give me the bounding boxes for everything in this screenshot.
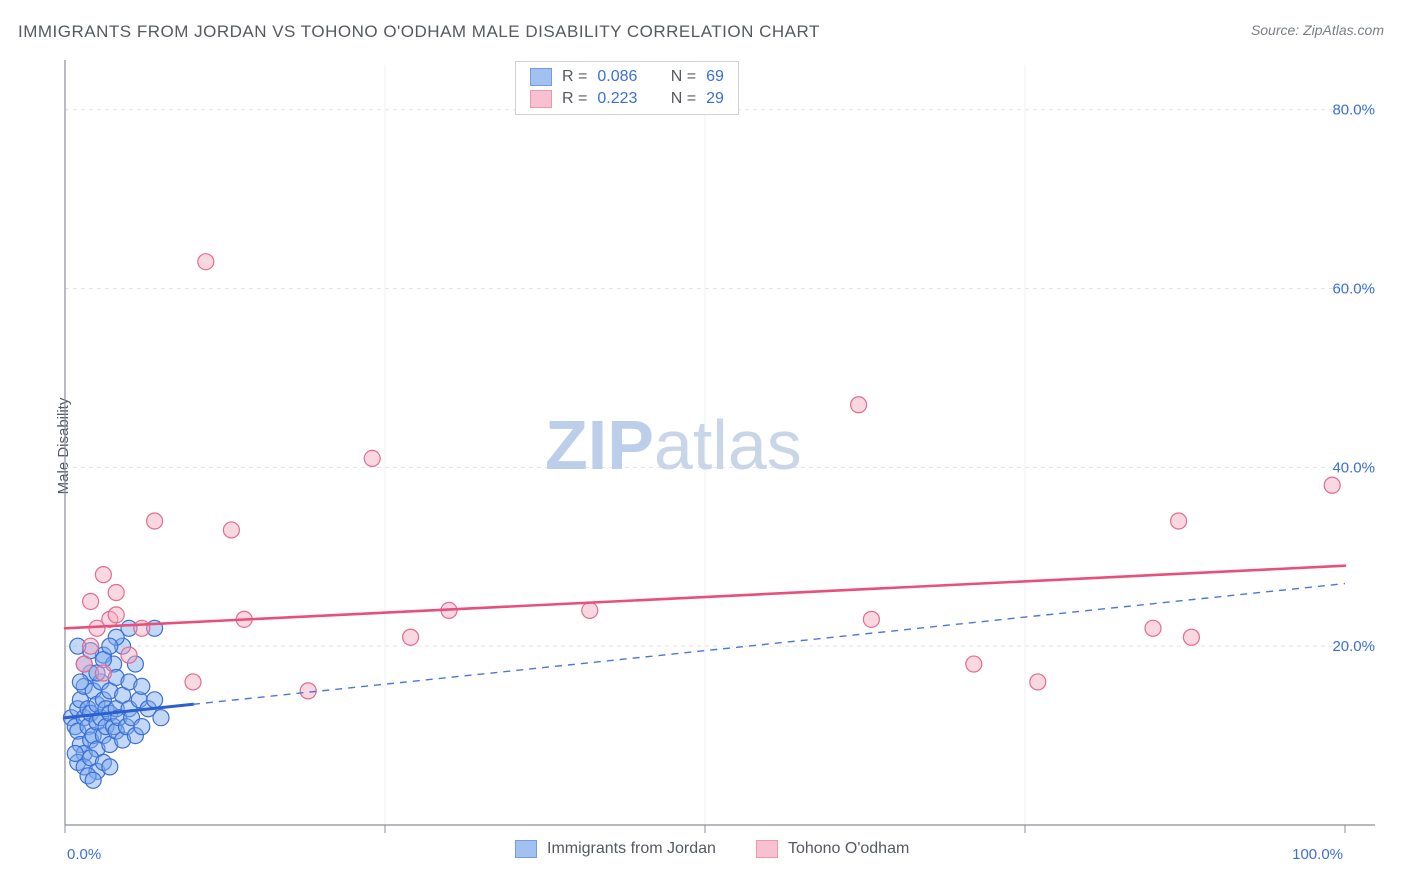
chart-container: IMMIGRANTS FROM JORDAN VS TOHONO O'ODHAM…	[0, 0, 1406, 892]
svg-text:20.0%: 20.0%	[1332, 638, 1375, 655]
legend-item: Immigrants from Jordan	[515, 840, 716, 858]
r-value: 0.223	[597, 90, 637, 108]
svg-text:60.0%: 60.0%	[1332, 281, 1375, 298]
scatter-svg: 20.0% 40.0% 60.0% 80.0% 0.0% 100.0%	[55, 55, 1385, 875]
legend-swatch	[530, 90, 552, 108]
legend-swatch	[515, 840, 537, 858]
n-label: N =	[671, 68, 696, 86]
plot-area: 20.0%40.0%60.0%80.0%0.0%100.0% ZIPatlas …	[55, 55, 1385, 835]
n-value: 29	[706, 90, 724, 108]
legend-label: Immigrants from Jordan	[547, 840, 716, 858]
legend-series: Immigrants from Jordan Tohono O'odham	[515, 840, 909, 858]
legend-stat-row: R = 0.086 N = 69	[516, 66, 738, 88]
legend-swatch	[756, 840, 778, 858]
svg-text:80.0%: 80.0%	[1332, 102, 1375, 119]
legend-item: Tohono O'odham	[756, 840, 909, 858]
n-label: N =	[671, 90, 696, 108]
svg-text:40.0%: 40.0%	[1332, 459, 1375, 476]
legend-swatch	[530, 68, 552, 86]
svg-text:100.0%: 100.0%	[1292, 846, 1343, 863]
r-label: R =	[562, 90, 587, 108]
chart-title: IMMIGRANTS FROM JORDAN VS TOHONO O'ODHAM…	[18, 22, 820, 42]
r-value: 0.086	[597, 68, 637, 86]
r-label: R =	[562, 68, 587, 86]
source-label: Source: ZipAtlas.com	[1251, 22, 1384, 38]
legend-stats: R = 0.086 N = 69R = 0.223 N = 29	[515, 61, 739, 115]
svg-text:0.0%: 0.0%	[67, 846, 101, 863]
n-value: 69	[706, 68, 724, 86]
legend-label: Tohono O'odham	[788, 840, 909, 858]
legend-stat-row: R = 0.223 N = 29	[516, 88, 738, 110]
